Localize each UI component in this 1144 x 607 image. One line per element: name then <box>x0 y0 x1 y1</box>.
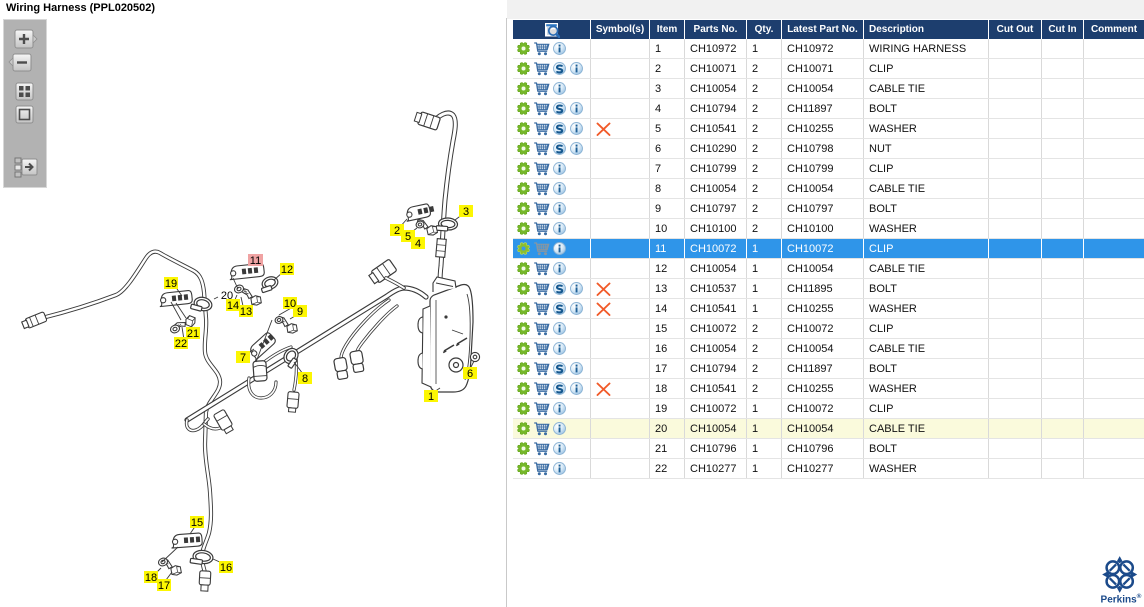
svg-text:1: 1 <box>428 391 434 403</box>
svg-text:20: 20 <box>221 290 233 302</box>
svg-text:10: 10 <box>284 298 296 310</box>
svg-text:13: 13 <box>240 306 252 318</box>
svg-text:17: 17 <box>158 580 170 592</box>
svg-text:4: 4 <box>415 238 421 250</box>
svg-text:9: 9 <box>297 306 303 318</box>
svg-text:8: 8 <box>302 373 308 385</box>
svg-text:6: 6 <box>467 368 473 380</box>
svg-text:2: 2 <box>394 225 400 237</box>
svg-text:7: 7 <box>240 352 246 364</box>
svg-text:19: 19 <box>165 278 177 290</box>
svg-text:18: 18 <box>145 572 157 584</box>
svg-text:22: 22 <box>175 338 187 350</box>
svg-text:11: 11 <box>250 255 261 267</box>
svg-text:12: 12 <box>281 264 293 276</box>
svg-text:3: 3 <box>463 206 469 218</box>
svg-text:15: 15 <box>191 517 203 529</box>
svg-text:16: 16 <box>220 562 232 574</box>
svg-text:14: 14 <box>227 300 239 312</box>
svg-text:5: 5 <box>405 231 411 243</box>
svg-text:21: 21 <box>187 328 199 340</box>
